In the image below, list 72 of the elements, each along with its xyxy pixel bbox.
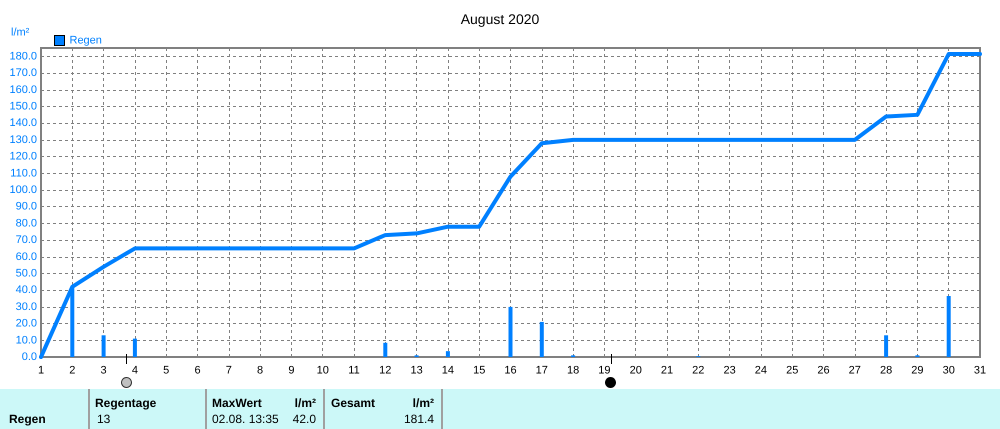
x-tick-label: 17: [536, 364, 548, 376]
text: Regen: [9, 412, 46, 426]
x-tick-label: 19: [598, 364, 611, 376]
x-tick-label: 29: [911, 364, 924, 376]
x-tick-label: 1: [38, 364, 44, 376]
x-tick-label: 22: [692, 364, 704, 376]
x-tick-label: 25: [786, 364, 798, 376]
y-tick-label: 150.0: [9, 100, 37, 112]
y-tick-label: 180.0: [9, 50, 37, 62]
text: 02.08. 13:35: [212, 412, 279, 426]
text: l/m²: [294, 396, 316, 410]
text: 13: [97, 412, 110, 426]
bar: [884, 335, 888, 357]
x-tick-label: 2: [69, 364, 76, 376]
bar: [446, 351, 450, 357]
x-tick-label: 10: [316, 364, 329, 376]
x-tick-label: 6: [194, 364, 201, 376]
x-tick-label: 13: [410, 364, 423, 376]
x-tick-label: 20: [630, 364, 642, 376]
y-tick-label: 110.0: [10, 167, 37, 180]
x-tick-label: 31: [974, 364, 986, 376]
text: l/m²: [412, 396, 434, 410]
y-tick-label: 160.0: [9, 84, 37, 96]
x-tick-label: 4: [132, 364, 138, 376]
y-tick-label: 0.0: [22, 351, 37, 363]
bar: [508, 306, 512, 357]
x-tick-label: 30: [942, 364, 955, 376]
x-tick-label: 14: [442, 364, 454, 376]
y-tick-label: 130.0: [9, 134, 37, 146]
y-tick-label: 20.0: [16, 318, 37, 330]
x-tick-label: 15: [473, 364, 486, 376]
y-tick-label: 170.0: [9, 67, 37, 80]
x-tick-label: 16: [504, 364, 517, 376]
y-tick-label: 80.0: [16, 217, 37, 230]
text: 42.0: [292, 412, 316, 426]
x-tick-label: 3: [100, 364, 107, 376]
x-tick-label: 21: [660, 364, 674, 376]
x-tick-label: 18: [566, 364, 580, 376]
bar: [132, 338, 137, 357]
x-tick-label: 27: [848, 364, 861, 376]
text: MaxWert: [212, 396, 262, 410]
y-tick-label: 60.0: [16, 250, 37, 263]
x-tick-label: 24: [754, 364, 768, 376]
x-tick-label: 23: [723, 364, 736, 376]
bar: [946, 296, 951, 357]
y-tick-label: 140.0: [9, 117, 37, 130]
x-tick-label: 28: [880, 364, 892, 376]
y-tick-label: 100.0: [9, 184, 37, 196]
y-tick-label: 40.0: [16, 284, 37, 296]
bar: [540, 322, 544, 357]
bar: [383, 342, 388, 357]
bar: [102, 335, 106, 357]
y-tick-label: 90.0: [16, 200, 37, 213]
legend-label: Regen: [70, 34, 102, 46]
y-axis-title: l/m²: [11, 26, 30, 38]
x-tick-label: 11: [348, 364, 360, 376]
y-tick-label: 30.0: [16, 300, 37, 313]
y-tick-label: 10.0: [16, 334, 37, 346]
text: Regentage: [95, 396, 156, 410]
line-series: [39, 52, 982, 359]
y-tick-label: 50.0: [16, 267, 37, 280]
text: 181.4: [404, 412, 434, 426]
x-tick-label: 26: [817, 364, 830, 376]
x-tick-label: 12: [379, 364, 392, 376]
chart-title: August 2020: [460, 11, 540, 27]
text: Gesamt: [331, 396, 376, 410]
x-tick-label: 9: [288, 364, 294, 376]
y-tick-label: 120.0: [9, 150, 37, 163]
x-tick-label: 7: [226, 364, 232, 376]
y-tick-label: 70.0: [16, 234, 37, 246]
x-tick-label: 5: [163, 364, 170, 376]
x-tick-label: 8: [257, 364, 264, 376]
